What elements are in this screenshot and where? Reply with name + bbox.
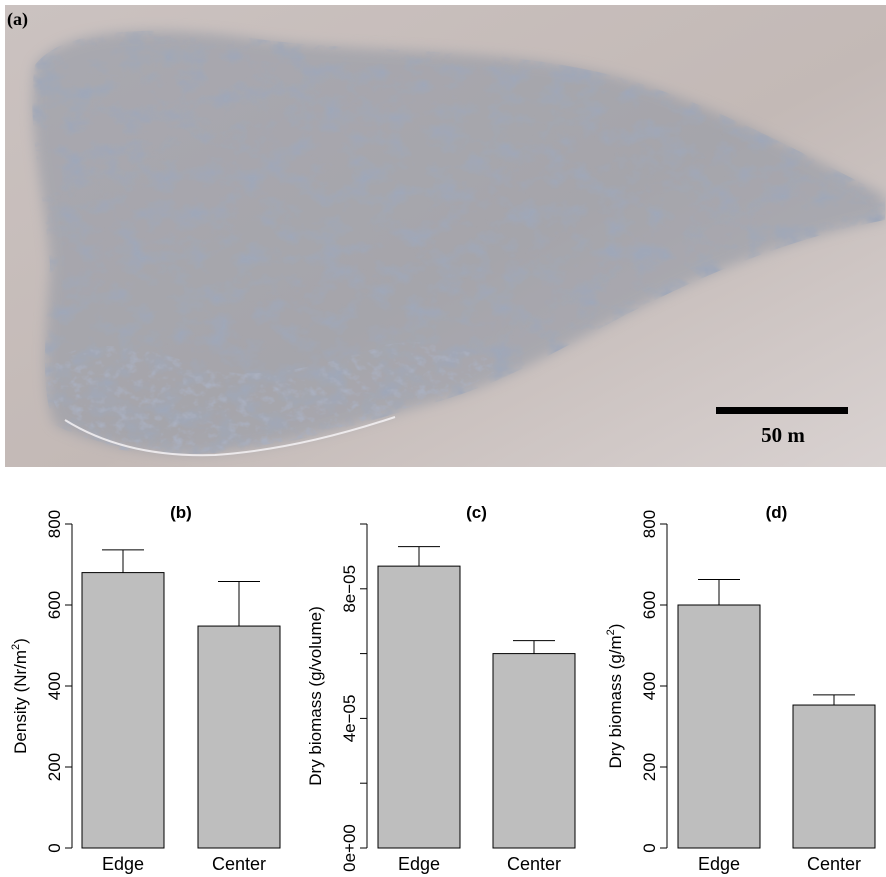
chart-3-y-tick-label: 0 [640, 843, 659, 852]
bar-charts: (b) 0 200 400 600 800 Density (Nr/m2) Edge Cente… [10, 503, 876, 874]
chart-3-y-tick-label: 200 [640, 753, 659, 781]
chart-3-y-axis-title: Dry biomass (g/m2) [605, 624, 625, 769]
chart-2-title: (c) [466, 503, 487, 522]
chart-1-y-axis-title: Density (Nr/m2) [10, 638, 30, 754]
chart-1-y-tick-label: 200 [45, 753, 64, 781]
bar-charts-area: (b) 0 200 400 600 800 Density (Nr/m2) Edge Cente… [0, 470, 886, 877]
chart-1-bar-center [197, 625, 281, 849]
chart-2-y-tick-label: 0e+00 [340, 824, 359, 872]
chart-2-y-axis-title: Dry biomass (g/volume) [306, 606, 325, 786]
chart-2-bar-center [492, 653, 576, 849]
chart-2-category-label: Edge [398, 854, 440, 874]
photo-panel-label: (a) [7, 9, 28, 30]
scale-bar [716, 407, 848, 414]
chart-2-y-tick-label: 8e−05 [340, 565, 359, 613]
chart-3-bar-center [792, 704, 876, 849]
chart-1-y-tick-label: 0 [45, 843, 64, 852]
chart-1-bar-edge [81, 572, 165, 849]
chart-3-title: (d) [766, 503, 788, 522]
chart-1-category-label: Edge [102, 854, 144, 874]
chart-1-y-tick-label: 400 [45, 672, 64, 700]
chart-3-y-tick-label: 600 [640, 591, 659, 619]
chart-3-y-tick-label: 400 [640, 672, 659, 700]
chart-1-y-tick-label: 800 [45, 510, 64, 538]
chart-1-title: (b) [170, 503, 192, 522]
aerial-photo-panel: (a) 50 m [5, 5, 886, 467]
aerial-photo: (a) 50 m [5, 5, 886, 467]
chart-2-y-tick-label: 4e−05 [340, 695, 359, 743]
vegetation-dense-edge [45, 342, 505, 453]
chart-3-y-tick-label: 800 [640, 510, 659, 538]
chart-2-category-label: Center [507, 854, 561, 874]
chart-3-bar-edge [677, 604, 761, 849]
vegetation-patches [32, 30, 885, 454]
foam-line [64, 416, 396, 457]
chart-3-category-label: Edge [698, 854, 740, 874]
chart-1-y-tick-label: 600 [45, 591, 64, 619]
scale-bar-label: 50 m [761, 423, 805, 447]
chart-1-category-label: Center [212, 854, 266, 874]
chart-3-category-label: Center [807, 854, 861, 874]
chart-2-bar-edge [377, 565, 461, 849]
